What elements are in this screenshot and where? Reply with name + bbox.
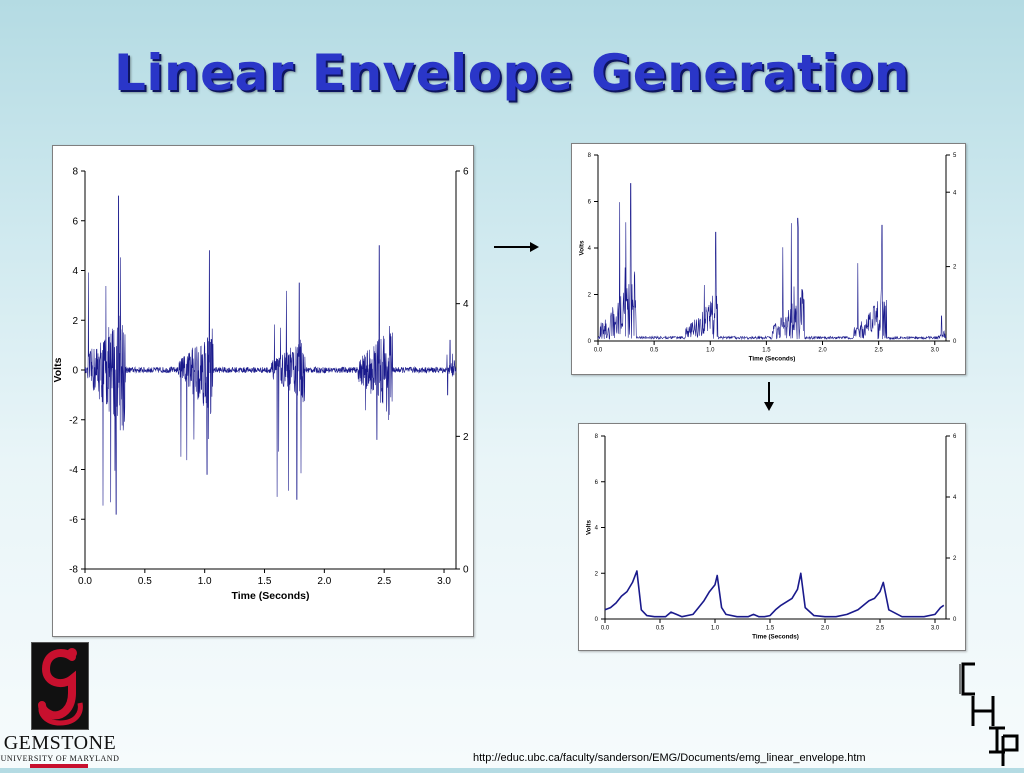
gemstone-red-bar [30,764,88,768]
raw-xtick-label: 0.5 [138,576,152,587]
rect-xtick-label: 0.5 [650,348,659,354]
rect-ytick-label: 2 [588,293,592,299]
env-xlabel: Time (Seconds) [752,634,799,641]
env-y2tick-label: 0 [953,617,957,623]
env-ytick-label: 8 [595,434,599,440]
raw-ytick-label: 4 [72,266,78,277]
raw-ytick-label: -2 [69,415,78,426]
env-ytick-label: 4 [595,526,599,532]
env-signal-line [604,570,945,618]
env-xtick-label: 0.0 [601,626,610,632]
rect-ytick-label: 4 [588,246,592,252]
gemstone-wordmark: GEMSTONE [3,732,117,754]
chip-logo-icon [955,656,1024,768]
raw-y2tick-label: 2 [463,432,469,443]
rect-xtick-label: 2.0 [818,348,827,354]
right-arrow-icon [494,242,539,252]
env-xtick-label: 1.0 [711,626,720,632]
rect-y2tick-label: 2 [953,265,957,271]
linear-envelope-chart: 8 6 4 2 0 6 4 2 0 0.0 0.5 1.0 1.5 2.0 2.5 3.0 Time (Seco… [578,423,966,651]
env-ytick-label: 2 [595,571,599,577]
rect-y2tick-label: 4 [953,190,957,196]
raw-ytick-label: 2 [72,316,78,327]
rectified-emg-chart: 8 6 4 2 0 5 4 2 0 0.0 0.5 1.0 1.5 2.0 2.5 3.0 Time (Seco… [571,143,966,375]
raw-y2tick-label: 6 [463,167,469,178]
env-xtick-label: 0.5 [656,626,665,632]
raw-signal-line [84,195,457,515]
gemstone-subtitle: UNIVERSITY OF MARYLAND [0,754,120,763]
raw-ytick-label: 0 [72,366,78,377]
env-y2tick-label: 6 [953,434,957,440]
env-ylabel: Volts [586,520,593,535]
raw-ylabel: Volts [52,357,64,382]
rect-xtick-label: 1.5 [762,348,771,354]
env-ytick-label: 6 [595,480,599,486]
env-ytick-label: 0 [595,617,599,623]
raw-xlabel: Time (Seconds) [232,590,310,602]
raw-ytick-label: 6 [72,216,78,227]
rect-xtick-label: 2.5 [874,348,883,354]
env-xtick-label: 2.5 [876,626,885,632]
rect-ytick-label: 8 [588,153,592,159]
rect-xtick-label: 1.0 [706,348,715,354]
source-url: http://educ.ubc.ca/faculty/sanderson/EMG… [473,752,866,764]
raw-emg-chart: 8 6 4 2 0 -2 -4 -6 -8 6 4 2 0 0.0 0.5 1.0 1.5 2.0 2.5 3.0 Ti… [52,145,474,637]
raw-ytick-label: 8 [72,167,78,178]
raw-xtick-label: 2.0 [317,576,331,587]
raw-ytick-label: -4 [69,465,78,476]
raw-emg-svg: 8 6 4 2 0 -2 -4 -6 -8 6 4 2 0 0.0 0.5 1.0 1.5 2.0 2.5 3.0 Ti… [52,167,469,603]
slide-title: Linear Envelope Generation [113,44,910,102]
rect-ytick-label: 6 [588,200,592,206]
rect-xtick-label: 3.0 [931,348,940,354]
rect-y2tick-label: 0 [953,339,957,345]
env-y2tick-label: 2 [953,556,957,562]
rect-xtick-label: 0.0 [594,348,603,354]
env-xtick-label: 3.0 [931,626,940,632]
raw-xtick-label: 1.0 [198,576,212,587]
env-xtick-label: 1.5 [766,626,775,632]
down-arrow-icon [764,382,774,411]
raw-ytick-label: -8 [69,565,78,576]
rect-ylabel: Volts [579,240,586,255]
raw-xtick-label: 3.0 [437,576,451,587]
raw-y2tick-label: 4 [463,299,469,310]
env-y2tick-label: 4 [953,495,957,501]
raw-xtick-label: 0.0 [78,576,92,587]
raw-y2tick-label: 0 [463,565,469,576]
raw-xtick-label: 2.5 [377,576,391,587]
rect-ytick-label: 0 [588,339,592,345]
gemstone-g-icon [31,642,89,730]
rect-signal-line [597,183,947,341]
env-xtick-label: 2.0 [821,626,830,632]
raw-xtick-label: 1.5 [258,576,272,587]
gemstone-logo: GEMSTONE UNIVERSITY OF MARYLAND [0,640,120,768]
rect-xlabel: Time (Seconds) [749,356,796,363]
raw-ytick-label: -6 [69,515,78,526]
rect-y2tick-label: 5 [953,153,957,159]
